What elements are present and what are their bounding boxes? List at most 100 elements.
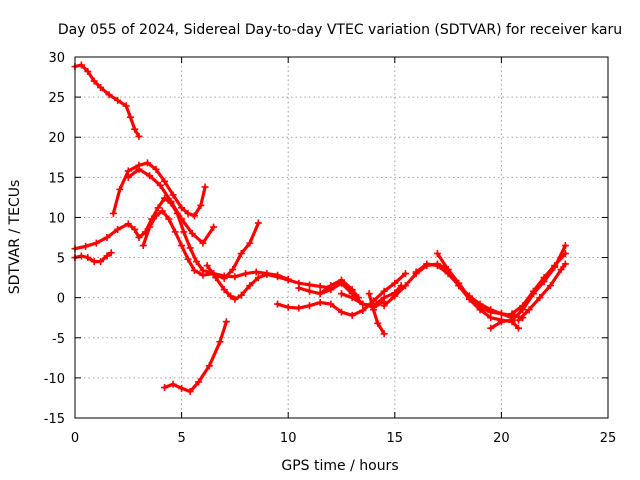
series-line — [510, 251, 568, 316]
data-point — [433, 250, 441, 258]
data-point — [152, 212, 160, 220]
data-point — [92, 239, 100, 247]
data-point — [274, 300, 282, 308]
data-point — [193, 258, 201, 266]
data-point — [167, 197, 175, 205]
y-tick-label: -5 — [52, 332, 65, 347]
data-point — [284, 303, 292, 311]
plot-frame — [74, 56, 609, 419]
data-point — [359, 300, 367, 308]
data-point — [374, 319, 382, 327]
data-point — [551, 262, 559, 270]
data-point — [338, 276, 345, 284]
data-point — [231, 273, 239, 281]
series-line — [367, 292, 386, 336]
data-point — [84, 67, 92, 75]
x-tick-label: 10 — [280, 431, 297, 446]
data-point — [508, 316, 516, 324]
x-tick-label: 5 — [177, 431, 185, 446]
data-point — [338, 308, 345, 316]
data-point — [161, 177, 169, 185]
data-point — [391, 279, 399, 287]
data-point — [380, 287, 388, 295]
data-point — [284, 276, 292, 284]
data-point — [327, 282, 335, 290]
data-point — [135, 165, 143, 173]
data-point — [227, 292, 235, 300]
data-point — [97, 258, 105, 266]
data-point — [557, 266, 565, 274]
data-point — [186, 244, 194, 252]
data-point — [380, 302, 388, 310]
y-tick-label: 5 — [57, 252, 65, 267]
series-track-14 — [380, 260, 527, 322]
data-point — [90, 258, 98, 266]
y-axis-label: SDTVAR / TECUs — [7, 180, 23, 295]
y-tick-label: 20 — [48, 131, 65, 146]
data-point — [306, 281, 314, 289]
data-point — [199, 271, 207, 279]
series-track-18 — [508, 250, 569, 318]
data-point — [197, 201, 205, 209]
series-track-9 — [274, 270, 409, 319]
data-point — [237, 291, 245, 299]
data-point — [433, 262, 441, 270]
data-point — [508, 310, 516, 318]
data-point — [220, 274, 228, 282]
series-track-12 — [338, 290, 388, 311]
data-point — [401, 282, 409, 290]
data-point — [316, 282, 324, 290]
data-point — [210, 223, 218, 231]
data-point — [186, 388, 194, 396]
data-point — [338, 290, 345, 298]
data-point — [216, 338, 224, 346]
series-track-19 — [514, 260, 569, 324]
data-point — [487, 324, 495, 332]
data-point — [561, 260, 569, 268]
data-point — [114, 225, 122, 233]
data-point — [519, 302, 527, 310]
data-point — [529, 287, 537, 295]
data-point — [184, 255, 192, 263]
data-point — [274, 273, 282, 281]
data-point — [116, 185, 124, 193]
data-point — [126, 113, 134, 121]
data-point — [220, 286, 228, 294]
x-tick-label: 25 — [600, 431, 617, 446]
data-point — [180, 228, 188, 236]
data-point — [114, 96, 122, 104]
data-point — [242, 270, 250, 278]
data-point — [122, 102, 130, 110]
data-point — [369, 306, 377, 314]
data-point — [178, 384, 186, 392]
data-point — [316, 290, 324, 298]
data-point — [348, 286, 356, 294]
data-point — [246, 282, 254, 290]
data-point — [561, 250, 569, 258]
data-point — [514, 316, 522, 324]
data-point — [158, 207, 166, 215]
series-line — [205, 264, 333, 301]
data-point — [205, 362, 213, 370]
data-point — [365, 290, 373, 298]
series-track-5 — [124, 165, 218, 247]
x-tick-label: 15 — [387, 431, 404, 446]
data-point — [97, 83, 105, 91]
y-tick-label: 15 — [48, 171, 65, 186]
x-axis-label: GPS time / hours — [281, 458, 398, 474]
data-point — [178, 242, 186, 250]
data-point — [514, 324, 522, 332]
data-point — [327, 300, 335, 308]
data-point — [124, 173, 132, 181]
data-point — [135, 234, 143, 241]
data-point — [188, 229, 196, 237]
data-point — [77, 61, 85, 69]
data-point — [465, 292, 473, 300]
data-point — [546, 282, 554, 290]
data-point — [165, 215, 173, 223]
data-point — [476, 300, 484, 308]
data-point — [124, 167, 132, 175]
data-point — [161, 384, 169, 392]
data-point — [380, 330, 388, 338]
